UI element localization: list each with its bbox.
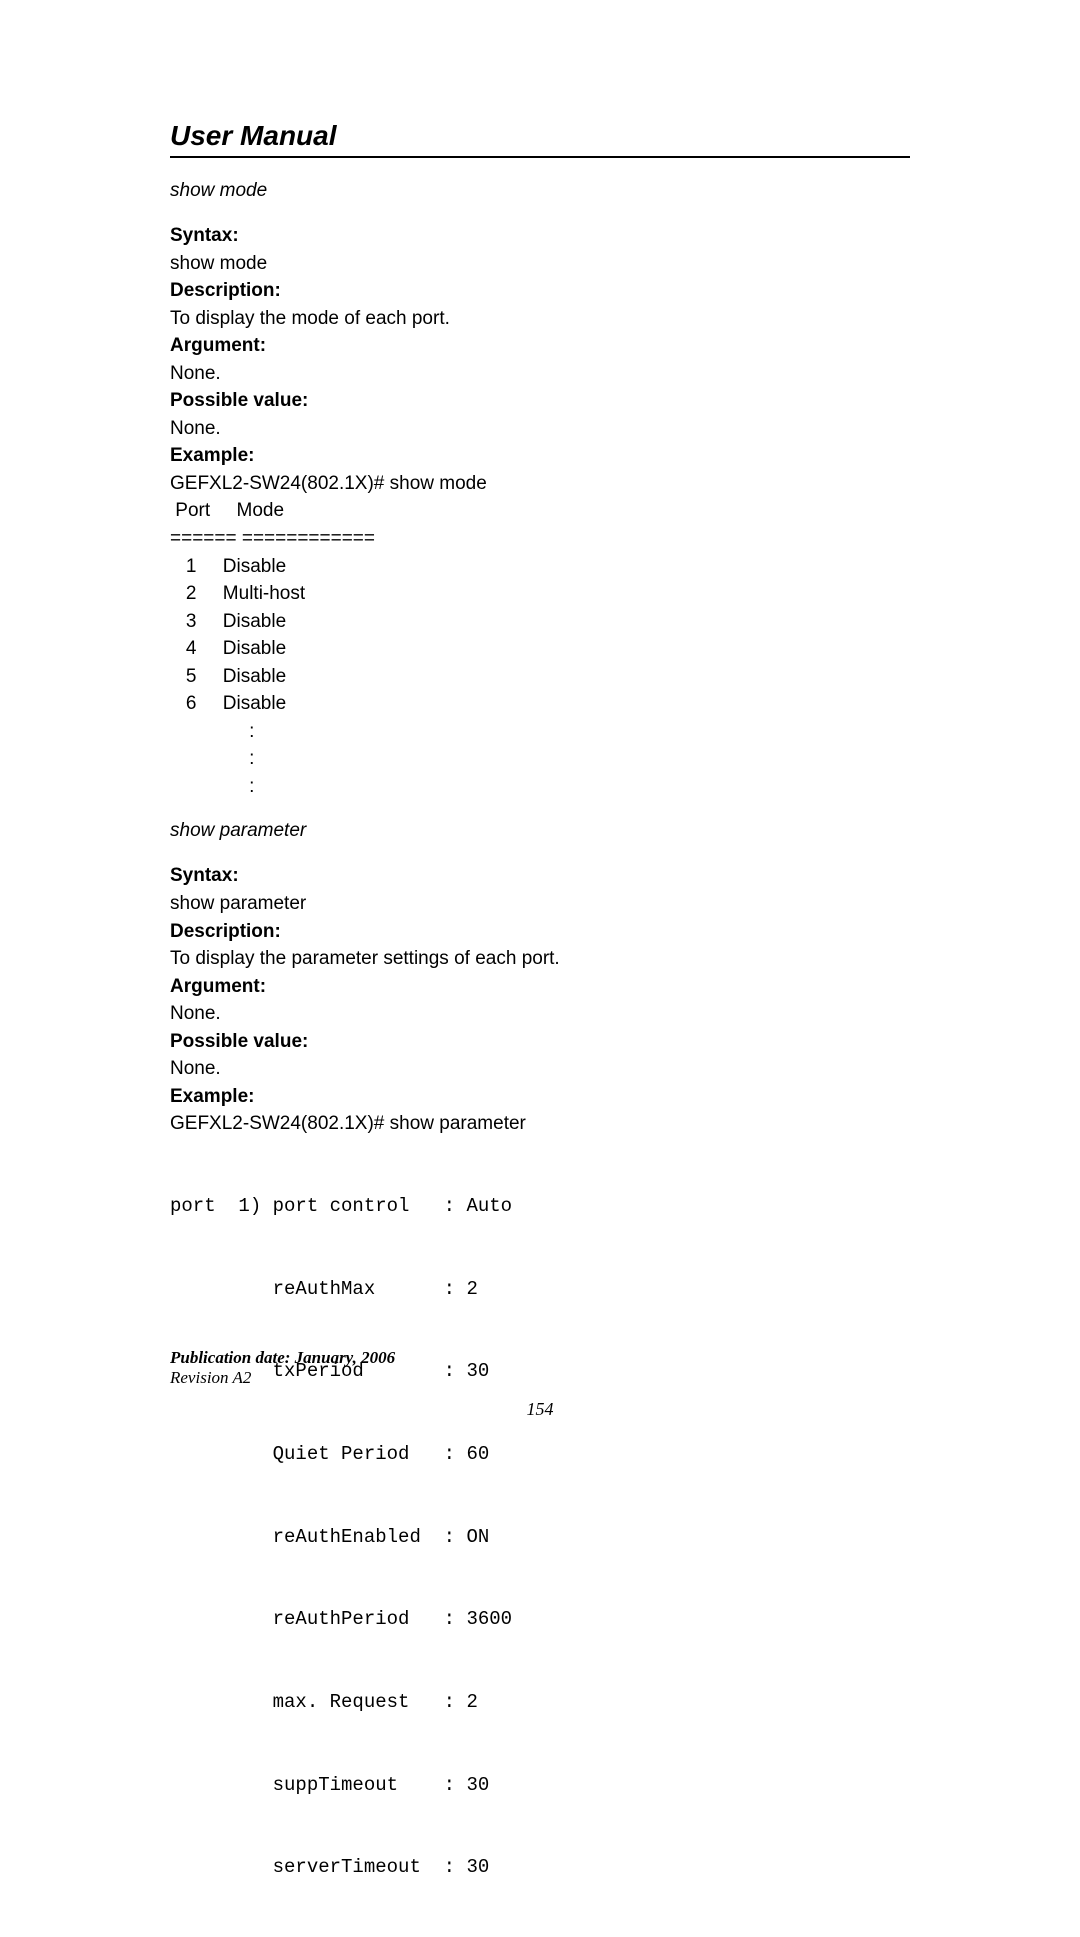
table-row: 1 Disable (170, 553, 910, 581)
publication-date: Publication date: January, 2006 (170, 1348, 395, 1368)
example-label-2: Example: (170, 1086, 254, 1107)
syntax-value: show mode (170, 253, 267, 274)
example-cmd-2: GEFXL2-SW24(802.1X)# show parameter (170, 1113, 526, 1134)
mono-line: port 1) port control : Auto (170, 1193, 910, 1221)
table-row: 3 Disable (170, 608, 910, 636)
description-label: Description (170, 280, 275, 301)
possible-label: Possible value: (170, 390, 308, 411)
mono-line: serverTimeout : 30 (170, 1854, 910, 1882)
mono-line: suppTimeout : 30 (170, 1772, 910, 1800)
argument-label: Argument (170, 335, 260, 356)
parameter-output: port 1) port control : Auto reAuthMax : … (170, 1138, 910, 1937)
table-row: 2 Multi-host (170, 580, 910, 608)
page-title: User Manual (170, 120, 910, 152)
page-number: 154 (0, 1399, 1080, 1420)
syntax-value-2: show parameter (170, 893, 306, 914)
table-row: : (170, 773, 910, 801)
argument-label-2: Argument (170, 976, 260, 997)
table-row: : (170, 745, 910, 773)
header-rule (170, 156, 910, 158)
mono-line: max. Request : 2 (170, 1689, 910, 1717)
table-row: 4 Disable (170, 635, 910, 663)
cmd-name-show-mode: show mode (170, 180, 910, 202)
possible-value-2: None. (170, 1058, 221, 1079)
syntax-label-2: Syntax (170, 865, 232, 886)
mono-line: reAuthMax : 2 (170, 1276, 910, 1304)
table-row: : (170, 718, 910, 746)
footer: Publication date: January, 2006 Revision… (170, 1348, 395, 1388)
example-cmd: GEFXL2-SW24(802.1X)# show mode (170, 473, 487, 494)
section1-block: Syntax: show mode Description: To displa… (170, 222, 910, 800)
revision: Revision A2 (170, 1368, 395, 1388)
argument-value-2: None. (170, 1003, 221, 1024)
description-value: To display the mode of each port. (170, 308, 450, 329)
mono-line: reAuthPeriod : 3600 (170, 1606, 910, 1634)
argument-value: None. (170, 363, 221, 384)
description-value-2: To display the parameter settings of eac… (170, 948, 560, 969)
port-mode-table: Port Mode ====== ============ 1 Disable … (170, 497, 910, 800)
example-label: Example: (170, 445, 254, 466)
table-sep: ====== ============ (170, 525, 910, 553)
possible-value: None. (170, 418, 221, 439)
table-row: 6 Disable (170, 690, 910, 718)
possible-label-2: Possible value: (170, 1031, 308, 1052)
table-row: 5 Disable (170, 663, 910, 691)
cmd-name-show-parameter: show parameter (170, 820, 910, 842)
syntax-label: Syntax (170, 225, 232, 246)
description-label-2: Description (170, 921, 275, 942)
table-header: Port Mode (170, 497, 910, 525)
mono-line: Quiet Period : 60 (170, 1441, 910, 1469)
